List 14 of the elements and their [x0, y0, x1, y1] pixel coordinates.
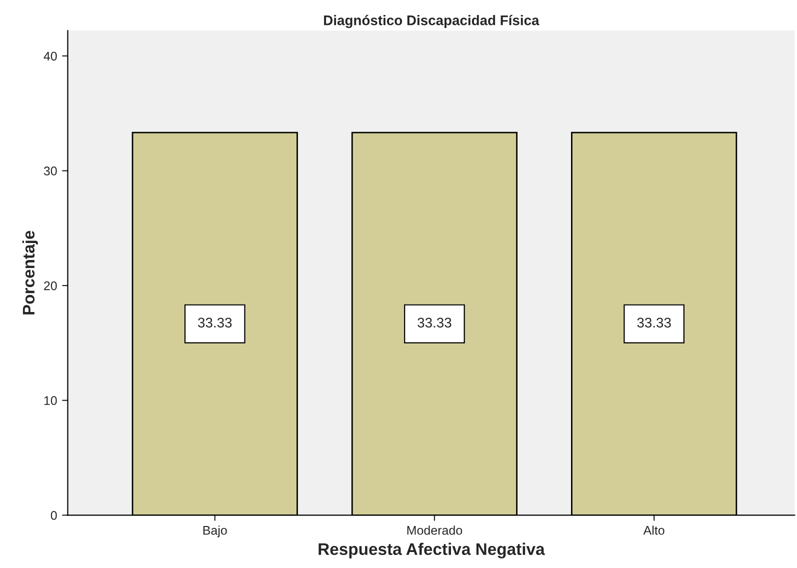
y-tick-label: 20	[44, 281, 57, 290]
x-axis-title: Respuesta Afectiva Negativa	[318, 542, 545, 558]
x-tick-label: Moderado	[407, 526, 462, 535]
data-label: 33.33	[637, 318, 671, 328]
x-tick-label: Alto	[643, 526, 664, 535]
y-tick-label: 40	[44, 52, 57, 61]
y-tick-label: 0	[50, 510, 57, 520]
chart-title: Diagnóstico Discapacidad Física	[324, 14, 540, 28]
y-axis-title: Porcentaje	[22, 230, 38, 314]
data-label: 33.33	[198, 318, 232, 328]
y-tick-label: 30	[44, 166, 57, 176]
y-tick-label: 10	[44, 396, 57, 406]
data-label: 33.33	[418, 318, 452, 328]
x-tick-label: Bajo	[203, 526, 227, 538]
